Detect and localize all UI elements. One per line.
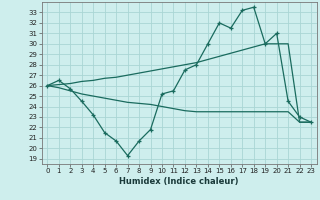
X-axis label: Humidex (Indice chaleur): Humidex (Indice chaleur) (119, 177, 239, 186)
